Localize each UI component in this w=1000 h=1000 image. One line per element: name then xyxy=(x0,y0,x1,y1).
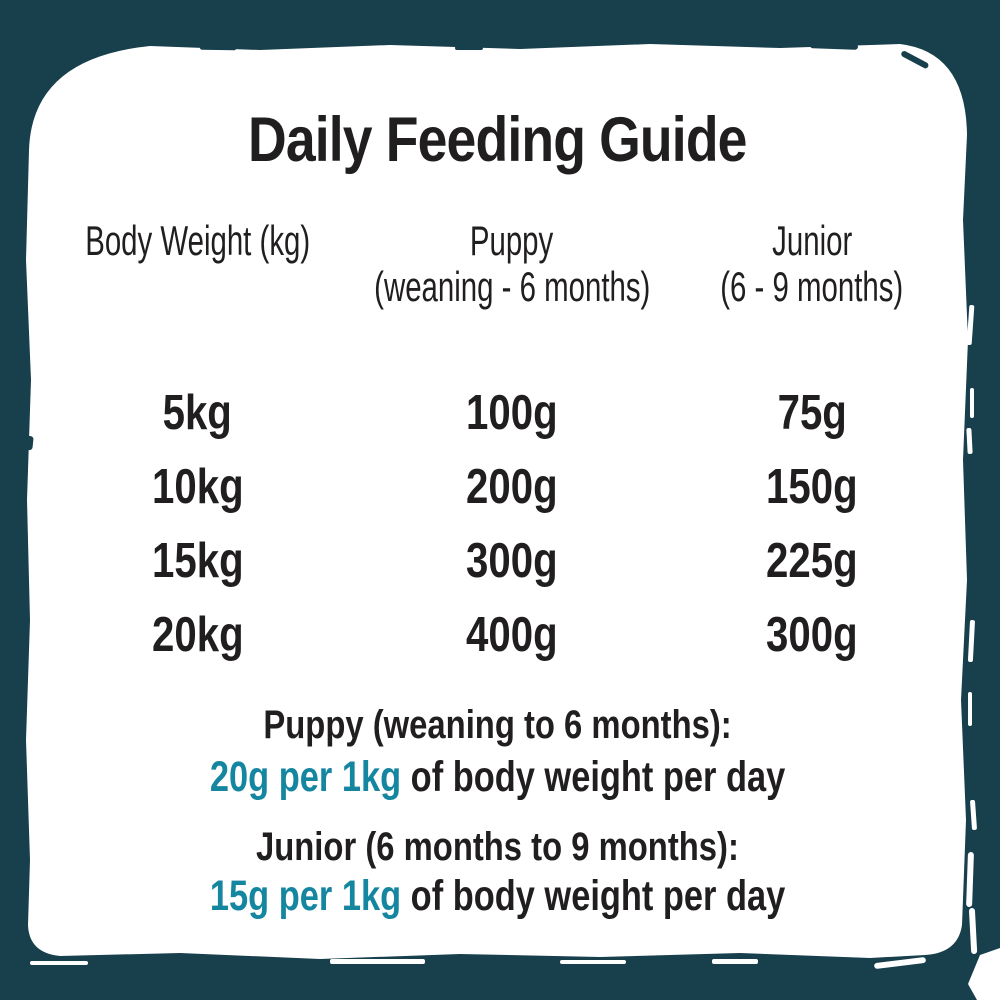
junior-note-value: 15g per 1kg of body weight per day xyxy=(30,871,965,920)
puppy-amount-cell: 400g xyxy=(466,608,558,662)
table-spacer xyxy=(659,310,965,376)
page-title: Daily Feeding Guide xyxy=(30,105,965,175)
column-subheader-body-weight xyxy=(30,264,365,310)
table-spacer xyxy=(365,310,659,376)
puppy-note-heading: Puppy (weaning to 6 months): xyxy=(263,702,732,747)
table-spacer xyxy=(30,310,365,376)
junior-amount-cell: 300g xyxy=(766,608,858,662)
brush-texture xyxy=(24,42,1000,1000)
puppy-dose-rest: of body weight per day xyxy=(401,752,786,801)
column-subheader-junior: (6 - 9 months) xyxy=(720,263,904,310)
column-header-junior: Junior xyxy=(771,217,853,264)
column-header-puppy: Puppy xyxy=(470,217,554,264)
junior-amount-cell: 150g xyxy=(766,460,858,514)
junior-amount-cell: 225g xyxy=(766,534,858,588)
weight-cell: 10kg xyxy=(151,460,244,514)
column-header-body-weight: Body Weight (kg) xyxy=(85,217,310,264)
puppy-dose-highlight: 20g per 1kg xyxy=(209,752,402,801)
junior-note-heading: Junior (6 months to 9 months): xyxy=(256,824,739,869)
junior-dose-highlight: 15g per 1kg xyxy=(209,871,402,920)
junior-amount-cell: 75g xyxy=(777,386,847,440)
weight-cell: 5kg xyxy=(162,386,233,440)
puppy-amount-cell: 300g xyxy=(466,534,558,588)
weight-cell: 15kg xyxy=(151,534,244,588)
puppy-amount-cell: 100g xyxy=(466,386,558,440)
weight-cell: 20kg xyxy=(151,608,244,662)
column-subheader-puppy: (weaning - 6 months) xyxy=(373,263,651,310)
feeding-table: Body Weight (kg) Puppy Junior (weaning -… xyxy=(30,217,965,672)
puppy-amount-cell: 200g xyxy=(466,460,558,514)
junior-dose-rest: of body weight per day xyxy=(401,871,786,920)
page-title-text: Daily Feeding Guide xyxy=(248,105,747,175)
puppy-note-value: 20g per 1kg of body weight per day xyxy=(30,752,965,801)
